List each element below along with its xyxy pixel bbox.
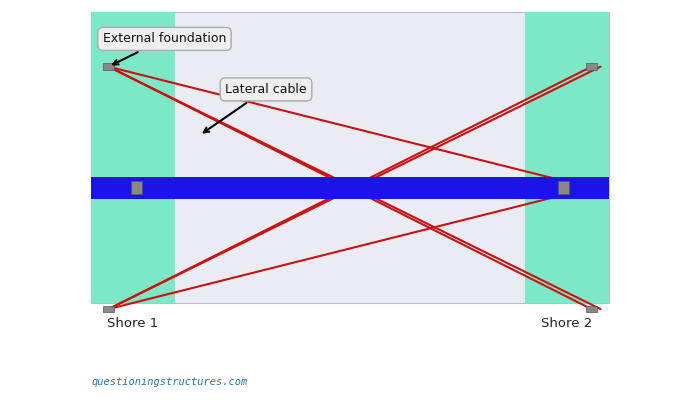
Text: External foundation: External foundation xyxy=(103,32,226,64)
Text: Lateral cable: Lateral cable xyxy=(204,83,307,133)
Bar xyxy=(131,181,142,194)
Bar xyxy=(103,306,114,312)
Bar xyxy=(91,12,175,303)
Bar xyxy=(91,177,609,199)
Bar xyxy=(525,12,609,303)
Text: Shore 1: Shore 1 xyxy=(107,317,159,330)
Bar xyxy=(558,181,569,194)
Bar xyxy=(586,306,597,312)
Text: Shore 2: Shore 2 xyxy=(541,317,593,330)
Bar xyxy=(91,12,609,303)
Bar xyxy=(103,63,114,70)
Text: questioningstructures.com: questioningstructures.com xyxy=(91,377,247,387)
Bar xyxy=(586,63,597,70)
